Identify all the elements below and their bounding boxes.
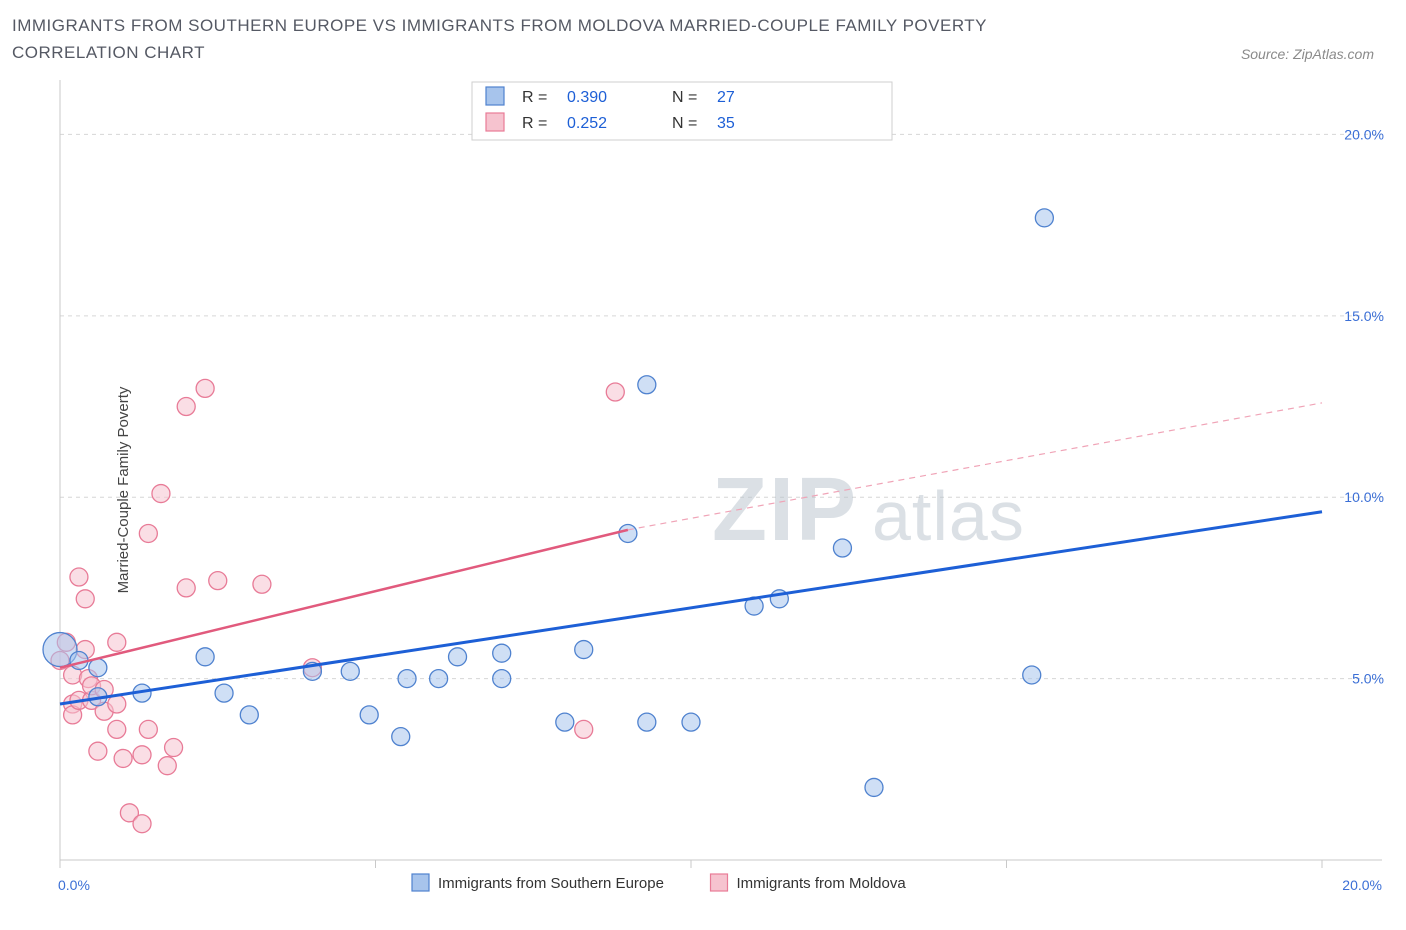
legend-swatch [711,874,728,891]
data-point-moldova [158,757,176,775]
trend-line-southern-europe [60,512,1322,704]
x-tick-label: 20.0% [1342,877,1382,893]
data-point-southern-europe [556,714,574,732]
data-point-moldova [70,568,88,586]
data-point-moldova [133,815,151,833]
data-point-southern-europe [89,659,107,677]
data-point-moldova [152,485,170,503]
legend-r-value: 0.390 [567,89,607,106]
data-point-southern-europe [360,706,378,724]
data-point-southern-europe [449,648,467,666]
data-point-moldova [139,721,157,739]
data-point-southern-europe [638,376,656,394]
data-point-southern-europe [1023,666,1041,684]
data-point-southern-europe [341,663,359,681]
data-point-moldova [606,383,624,401]
legend-n-label: N = [672,89,697,106]
data-point-southern-europe [430,670,448,688]
legend-r-label: R = [522,89,547,106]
legend-series-label: Immigrants from Southern Europe [438,875,664,892]
data-point-southern-europe [392,728,410,746]
watermark: atlas [872,477,1025,555]
data-point-southern-europe [493,670,511,688]
legend-swatch [412,874,429,891]
series-legend: Immigrants from Southern Europe Immigrant… [412,874,906,892]
data-point-southern-europe [638,714,656,732]
data-point-moldova [76,590,94,608]
data-point-southern-europe [682,714,700,732]
data-point-southern-europe [240,706,258,724]
trend-line-moldova [60,530,628,668]
chart-source: Source: ZipAtlas.com [1241,46,1394,66]
legend-series-label: Immigrants from Moldova [737,875,907,892]
data-point-moldova [114,750,132,768]
data-point-moldova [253,576,271,594]
data-point-southern-europe [215,684,233,702]
y-tick-label: 15.0% [1344,308,1384,324]
correlation-scatter-chart: 5.0%10.0%15.0%20.0%0.0%20.0%ZIPatlasR =0… [12,70,1394,910]
chart-title: IMMIGRANTS FROM SOUTHERN EUROPE VS IMMIG… [12,12,1112,66]
data-point-southern-europe [865,779,883,797]
y-tick-label: 10.0% [1344,490,1384,506]
correlation-legend: R = 0.390 N = 27 R = 0.252 N = 35 [472,82,892,140]
legend-n-value: 27 [717,89,735,106]
y-tick-label: 5.0% [1352,671,1384,687]
legend-swatch [486,87,504,105]
data-point-southern-europe [619,525,637,543]
legend-n-label: N = [672,115,697,132]
data-point-southern-europe [196,648,214,666]
data-point-southern-europe [398,670,416,688]
data-point-moldova [108,634,126,652]
data-point-southern-europe [833,539,851,557]
data-point-southern-europe [1035,209,1053,227]
data-point-moldova [89,743,107,761]
data-point-moldova [139,525,157,543]
legend-r-label: R = [522,115,547,132]
y-tick-label: 20.0% [1344,127,1384,143]
data-point-moldova [108,721,126,739]
data-point-moldova [177,398,195,416]
x-tick-label: 0.0% [58,877,90,893]
data-point-southern-europe [575,641,593,659]
data-point-southern-europe [493,645,511,663]
legend-r-value: 0.252 [567,115,607,132]
y-axis-label: Married-Couple Family Poverty [115,387,132,594]
data-point-moldova [575,721,593,739]
data-point-moldova [196,380,214,398]
legend-swatch [486,113,504,131]
legend-n-value: 35 [717,115,735,132]
data-point-moldova [165,739,183,757]
data-point-moldova [177,579,195,597]
data-point-moldova [209,572,227,590]
data-point-moldova [133,746,151,764]
